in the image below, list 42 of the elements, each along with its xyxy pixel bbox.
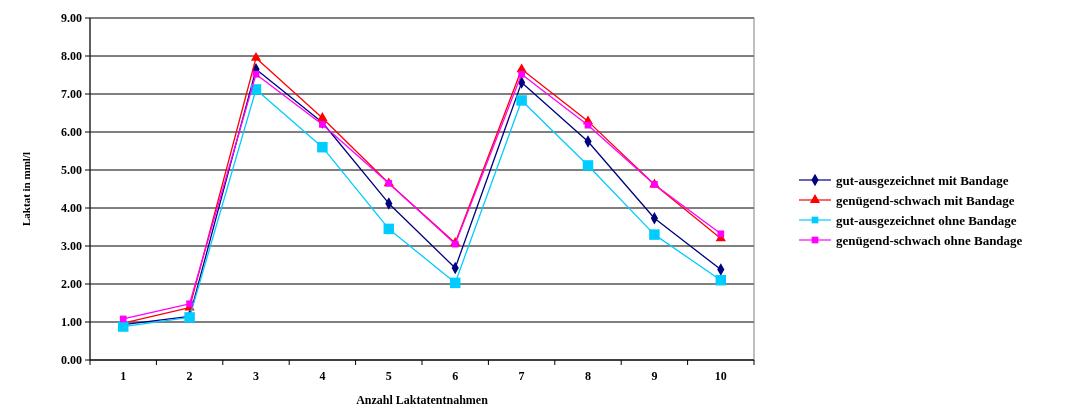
y-tick-label: 9.00 — [61, 11, 82, 26]
point — [319, 121, 326, 128]
x-tick-label: 3 — [253, 369, 259, 383]
x-tick-label: 8 — [585, 369, 591, 383]
y-tick-label: 1.00 — [61, 315, 82, 330]
point — [584, 121, 592, 129]
legend-label: gut-ausgezeichnet ohne Bandage — [836, 212, 1017, 228]
legend-label: gut-ausgezeichnet mit Bandage — [836, 172, 1009, 188]
y-tick-label: 0.00 — [61, 353, 82, 368]
x-tick-label: 2 — [186, 369, 193, 383]
y-tick-label: 8.00 — [61, 49, 82, 64]
point — [449, 277, 461, 289]
y-tick-label: 7.00 — [61, 87, 82, 102]
point — [383, 223, 395, 235]
y-axis-title: Laktat in mml/l — [20, 152, 32, 226]
point — [119, 315, 127, 323]
y-tick-label: 4.00 — [61, 201, 82, 216]
point — [250, 84, 262, 95]
x-tick-label: 7 — [518, 369, 525, 383]
y-tick-label: 3.00 — [61, 239, 82, 254]
y-tick-label: 5.00 — [61, 163, 82, 178]
point — [516, 95, 527, 106]
point — [649, 229, 660, 240]
point — [317, 141, 328, 153]
y-tick-label: 6.00 — [61, 125, 82, 140]
point — [717, 230, 725, 238]
x-tick-label: 5 — [385, 369, 392, 383]
x-tick-label: 9 — [651, 369, 658, 383]
point — [518, 70, 525, 78]
point — [582, 160, 594, 171]
x-tick-label: 4 — [319, 369, 326, 383]
legend-label: genügend-schwach ohne Bandage — [836, 232, 1023, 248]
point — [317, 112, 328, 121]
x-axis-title: Anzahl Laktatentnahmen — [356, 393, 489, 407]
point — [715, 274, 727, 286]
x-tick-label: 6 — [452, 369, 459, 383]
point — [252, 70, 260, 78]
point — [250, 52, 262, 61]
x-tick-label: 10 — [714, 369, 727, 383]
x-tick-label: 1 — [120, 369, 127, 383]
legend-label: genügend-schwach mit Bandage — [836, 192, 1015, 208]
y-tick-label: 2.00 — [61, 277, 82, 292]
